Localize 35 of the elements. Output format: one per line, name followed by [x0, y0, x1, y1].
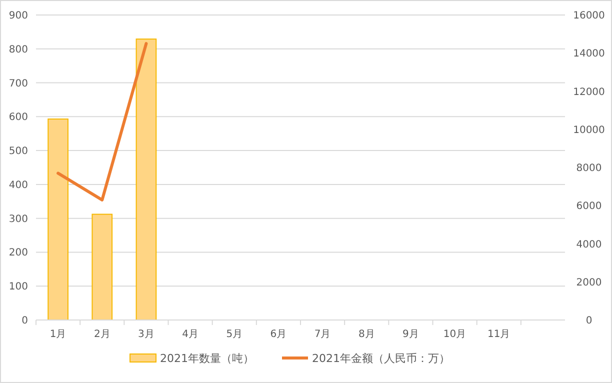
x-tick-label: 1月	[50, 329, 66, 340]
y-tick-label: 0	[22, 316, 28, 326]
y-tick-label: 400	[8, 180, 28, 191]
y2-tick-label: 4000	[576, 239, 602, 250]
legend-label: 2021年金额（人民币：万）	[312, 352, 450, 365]
x-tick-label: 10月	[443, 329, 466, 340]
y-tick-label: 600	[8, 112, 28, 124]
y-tick-label: 200	[8, 248, 28, 259]
bar	[92, 214, 113, 320]
x-tick-label: 2月	[94, 329, 110, 340]
y2-tick-label: 14000	[573, 48, 605, 60]
y-tick-label: 500	[8, 146, 28, 158]
x-tick-label: 8月	[358, 329, 375, 340]
y2-tick-label: 2000	[576, 277, 602, 288]
y2-tick-label: 0	[586, 316, 592, 326]
x-tick-label: 3月	[138, 329, 154, 340]
x-tick-label: 9月	[402, 329, 419, 340]
legend-label: 2021年数量（吨）	[160, 352, 254, 365]
x-tick-label: 6月	[270, 329, 287, 340]
bar	[48, 118, 68, 320]
y-tick-label: 700	[8, 78, 28, 90]
y-tick-label: 300	[8, 214, 28, 225]
y2-tick-label: 12000	[573, 86, 605, 98]
bar	[136, 38, 157, 320]
x-tick-label: 4月	[182, 329, 198, 340]
y2-tick-label: 10000	[573, 124, 605, 136]
x-tick-label: 11月	[488, 329, 510, 340]
y-tick-label: 100	[8, 282, 28, 293]
y2-tick-label: 8000	[576, 163, 602, 174]
y2-tick-label: 16000	[573, 10, 605, 22]
y-tick-label: 800	[8, 44, 28, 56]
x-tick-label: 7月	[314, 329, 331, 340]
y2-tick-label: 6000	[576, 201, 602, 212]
y-tick-label: 900	[8, 10, 28, 22]
x-tick-label: 5月	[226, 329, 243, 340]
